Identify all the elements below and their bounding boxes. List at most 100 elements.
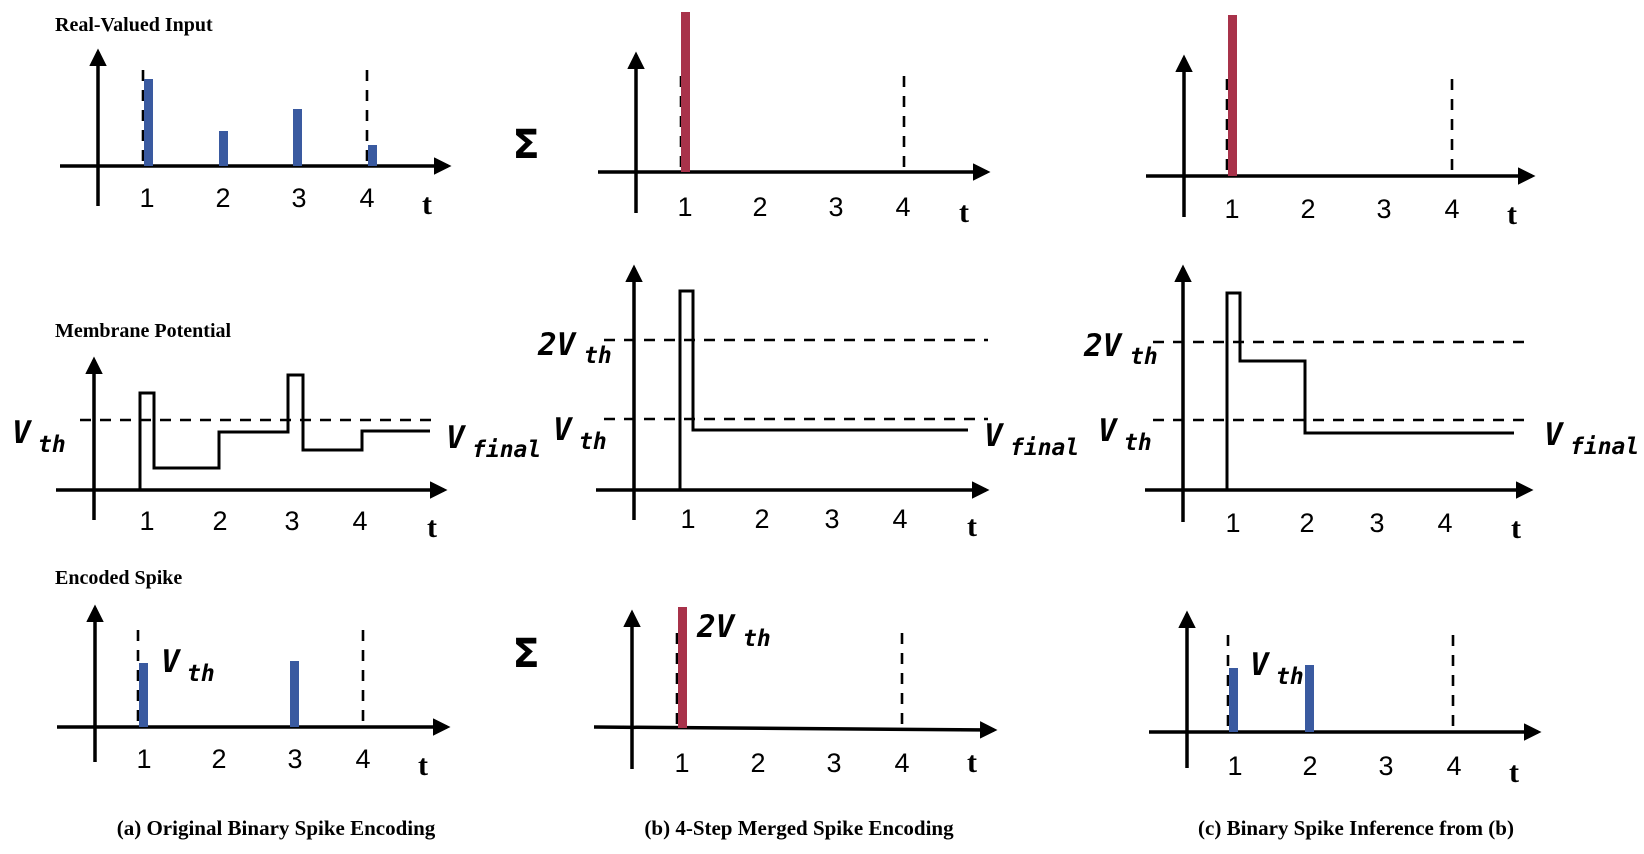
- tick-label-1: 1: [136, 744, 151, 774]
- tick-label-4: 4: [359, 183, 374, 213]
- time-axis-label: t: [418, 749, 428, 782]
- panel-b-membrane-plot: 2V th V th V final 1 2 3 4 t: [537, 264, 1079, 543]
- panel-a-membrane-plot: V th V final 1 2 3 4 t: [12, 356, 541, 544]
- svg-text:V: V: [1098, 413, 1119, 449]
- tick-label-4: 4: [355, 744, 370, 774]
- x-axis: [593, 721, 998, 739]
- input-bar-t2: [219, 131, 228, 166]
- panel-c-membrane-plot: 2V th V th V final 1 2 3 4 t: [1083, 264, 1639, 545]
- tick-label-4: 4: [1437, 508, 1452, 538]
- v-th-label: V th: [161, 644, 215, 687]
- svg-text:V: V: [446, 420, 467, 456]
- tick-label-1: 1: [674, 748, 689, 778]
- merged-spike-bar-t1: [678, 607, 687, 728]
- spike-bar-t1: [139, 663, 148, 727]
- v-final-label: V final: [984, 418, 1079, 461]
- tick-label-1: 1: [680, 504, 695, 534]
- spike-bar-t1: [1229, 668, 1238, 732]
- svg-text:th: th: [743, 626, 771, 652]
- tick-label-2: 2: [211, 744, 226, 774]
- time-axis-label: t: [959, 196, 969, 229]
- sigma-symbol: Σ: [512, 122, 539, 168]
- tick-label-3: 3: [828, 192, 843, 222]
- svg-text:th: th: [584, 343, 612, 369]
- panel-a-input-plot: 1 2 3 4 t: [60, 48, 452, 221]
- panel-a-spike-plot: V th 1 2 3 4 t: [57, 604, 451, 782]
- caption-a: (a) Original Binary Spike Encoding: [117, 816, 436, 840]
- row-label-membrane-potential: Membrane Potential: [55, 320, 232, 342]
- membrane-trace: [138, 373, 430, 490]
- tick-label-2: 2: [215, 183, 230, 213]
- svg-text:2V: 2V: [696, 609, 737, 645]
- svg-text:th: th: [187, 661, 215, 687]
- input-bar-t4: [368, 145, 377, 166]
- 2v-th-label: 2V th: [1083, 328, 1158, 370]
- v-th-label: V th: [1098, 413, 1152, 456]
- input-bar-t3: [293, 109, 302, 166]
- tick-label-1: 1: [1225, 508, 1240, 538]
- tick-label-2: 2: [1299, 508, 1314, 538]
- merged-input-bar-t1: [681, 12, 690, 172]
- sigma-symbol: Σ: [512, 631, 539, 677]
- caption-b: (b) 4-Step Merged Spike Encoding: [644, 816, 954, 840]
- time-axis-label: t: [1507, 198, 1517, 231]
- row-label-real-valued-input: Real-Valued Input: [55, 14, 213, 36]
- svg-text:final: final: [1010, 435, 1079, 461]
- spike-bar-t3: [290, 661, 299, 727]
- tick-label-3: 3: [1369, 508, 1384, 538]
- svg-text:th: th: [1130, 344, 1158, 370]
- svg-text:V: V: [161, 644, 182, 680]
- svg-text:2V: 2V: [537, 327, 578, 363]
- tick-label-2: 2: [212, 506, 227, 536]
- panel-c-spike-plot: V th 1 2 3 4 t: [1149, 610, 1542, 789]
- tick-label-2: 2: [1302, 751, 1317, 781]
- tick-label-4: 4: [894, 748, 909, 778]
- spike-bar-t2: [1305, 665, 1314, 732]
- svg-text:V: V: [1250, 647, 1271, 683]
- panel-b-input-plot: Σ 1 2 3 4 t: [512, 12, 991, 229]
- v-th-label: V th: [12, 415, 66, 458]
- svg-text:final: final: [472, 437, 541, 463]
- v-th-label: V th: [553, 412, 607, 455]
- tick-label-3: 3: [1376, 194, 1391, 224]
- tick-label-3: 3: [826, 748, 841, 778]
- caption-c: (c) Binary Spike Inference from (b): [1198, 816, 1514, 840]
- tick-label-4: 4: [1446, 751, 1461, 781]
- time-axis-label: t: [967, 510, 977, 543]
- membrane-trace: [678, 289, 968, 490]
- tick-label-3: 3: [1378, 751, 1393, 781]
- panel-c-input-plot: 1 2 3 4 t: [1146, 15, 1536, 231]
- tick-label-3: 3: [287, 744, 302, 774]
- tick-label-1: 1: [139, 506, 154, 536]
- tick-label-2: 2: [754, 504, 769, 534]
- svg-text:V: V: [984, 418, 1005, 454]
- svg-text:V: V: [1544, 417, 1565, 453]
- 2v-th-label: 2V th: [696, 609, 771, 652]
- time-axis-label: t: [1511, 512, 1521, 545]
- panel-b-spike-plot: Σ 2V th 1 2 3 4 t: [512, 607, 998, 779]
- tick-label-4: 4: [1444, 194, 1459, 224]
- input-bar-t1: [144, 79, 153, 166]
- time-axis-label: t: [422, 188, 432, 221]
- tick-label-4: 4: [352, 506, 367, 536]
- row-label-encoded-spike: Encoded Spike: [55, 567, 182, 589]
- tick-label-2: 2: [750, 748, 765, 778]
- v-th-label: V th: [1250, 647, 1304, 690]
- tick-label-4: 4: [895, 192, 910, 222]
- v-final-label: V final: [446, 420, 541, 463]
- tick-label-1: 1: [139, 183, 154, 213]
- membrane-trace: [1225, 291, 1514, 490]
- svg-text:th: th: [38, 432, 66, 458]
- v-final-label: V final: [1544, 417, 1639, 460]
- tick-label-4: 4: [892, 504, 907, 534]
- merged-input-bar-t1: [1228, 15, 1237, 176]
- svg-text:th: th: [1124, 430, 1152, 456]
- tick-label-1: 1: [1227, 751, 1242, 781]
- time-axis-label: t: [967, 746, 977, 779]
- svg-text:2V: 2V: [1083, 328, 1124, 364]
- time-axis-label: t: [427, 511, 437, 544]
- tick-label-1: 1: [677, 192, 692, 222]
- svg-text:final: final: [1570, 434, 1639, 460]
- 2v-th-label: 2V th: [537, 327, 612, 369]
